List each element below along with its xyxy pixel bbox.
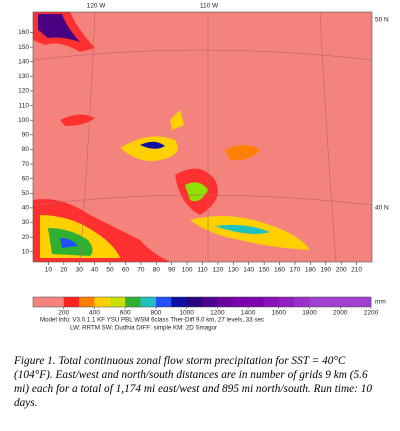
colorbar-segment	[186, 297, 203, 307]
colorbar-segment	[217, 297, 234, 307]
colorbar-segment	[33, 297, 49, 307]
colorbar-segment	[171, 297, 187, 307]
x-tick-label: 20	[60, 267, 68, 274]
colorbar-segment	[63, 297, 80, 307]
y-tick-label: 30	[22, 219, 30, 226]
precip-area	[120, 136, 178, 162]
colorbar-segment	[48, 297, 65, 307]
x-tick-label: 160	[274, 267, 285, 274]
colorbar-tick-label: 1800	[302, 310, 317, 317]
colorbar-segment	[202, 297, 218, 307]
precip-area	[170, 110, 184, 130]
x-tick-label: 190	[320, 267, 331, 274]
colorbar-tick-label: 800	[150, 310, 161, 317]
x-tick-label: 140	[243, 267, 254, 274]
map	[32, 11, 373, 263]
precip-area	[60, 238, 78, 248]
x-tick-label: 70	[137, 267, 145, 274]
x-tick-label: 80	[153, 267, 161, 274]
colorbar-tick-label: 400	[89, 310, 100, 317]
colorbar-segment	[309, 297, 326, 307]
latitude-label: 40 N	[375, 205, 389, 212]
y-tick-label: 40	[22, 205, 30, 212]
latitude-label: 50 N	[375, 17, 389, 24]
x-tick-label: 90	[168, 267, 176, 274]
x-tick-label: 170	[290, 267, 301, 274]
colorbar-segment	[324, 297, 341, 307]
y-tick-label: 80	[22, 146, 30, 153]
x-tick-label: 210	[351, 267, 362, 274]
x-tick-label: 100	[182, 267, 193, 274]
x-tick-label: 150	[259, 267, 270, 274]
x-tick-label: 180	[305, 267, 316, 274]
colorbar-segment	[355, 297, 372, 307]
precip-area	[60, 114, 95, 126]
longitude-label: 110 W	[200, 3, 219, 10]
y-tick-label: 120	[18, 88, 29, 95]
y-tick-label: 160	[18, 29, 29, 36]
x-tick-label: 60	[122, 267, 130, 274]
colorbar-tick-label: 600	[120, 310, 131, 317]
colorbar-segment	[263, 297, 280, 307]
y-tick-label: 90	[22, 132, 30, 139]
colorbar-tick-label: 1200	[210, 310, 225, 317]
x-tick-label: 200	[336, 267, 347, 274]
x-tick-label: 30	[76, 267, 84, 274]
model-info: LW: RRTM SW: Dudhia DIFF: simple KM: 2D …	[70, 325, 217, 332]
colorbar-unit: mm	[375, 299, 386, 306]
precip-area	[215, 224, 270, 234]
colorbar-segment	[248, 297, 264, 307]
precip-area	[140, 141, 165, 149]
x-tick-label: 10	[45, 267, 53, 274]
colorbar-frame	[32, 296, 372, 308]
x-tick-label: 110	[197, 267, 208, 274]
colorbar-tick-label: 2200	[364, 310, 379, 317]
colorbar-segment	[94, 297, 111, 307]
colorbar-tick-label: 2000	[333, 310, 348, 317]
colorbar-segment	[140, 297, 157, 307]
colorbar-tick-label: 1400	[241, 310, 256, 317]
precip-area	[38, 14, 80, 42]
colorbar-segment	[340, 297, 356, 307]
x-tick-label: 50	[106, 267, 114, 274]
y-tick-label: 140	[18, 58, 29, 65]
map-grid	[32, 11, 373, 263]
colorbar-segment	[125, 297, 141, 307]
colorbar-segment	[155, 297, 172, 307]
precip-area	[225, 145, 260, 161]
y-tick-label: 130	[18, 73, 29, 80]
colorbar-segment	[79, 297, 95, 307]
colorbar-segment	[232, 297, 249, 307]
colorbar-tick-label: 1000	[179, 310, 194, 317]
x-tick-label: 130	[228, 267, 239, 274]
colorbar-tick-label: 1600	[272, 310, 287, 317]
y-tick-label: 20	[22, 234, 30, 241]
colorbar-segment	[278, 297, 295, 307]
y-tick-label: 110	[19, 102, 30, 109]
x-tick-label: 40	[91, 267, 99, 274]
y-tick-label: 70	[22, 161, 30, 168]
x-tick-label: 120	[212, 267, 223, 274]
colorbar-segment	[294, 297, 310, 307]
y-tick-label: 10	[22, 248, 30, 255]
model-info: Model Info: V3.0.1.1 KF YSU PBL WSM 6cla…	[40, 317, 264, 324]
y-tick-label: 100	[18, 117, 29, 124]
precip-area	[185, 182, 208, 202]
caption: Figure 1. Total continuous zonal flow st…	[14, 355, 373, 409]
colorbar-segment	[109, 297, 126, 307]
y-tick-label: 50	[22, 190, 30, 197]
figure: 120 W 110 W 50 N 40 N mm Model Info: V3.…	[18, 3, 389, 332]
longitude-label: 120 W	[87, 3, 107, 10]
y-tick-label: 150	[18, 44, 29, 51]
y-tick-label: 60	[22, 175, 30, 182]
colorbar-tick-label: 200	[58, 310, 69, 317]
